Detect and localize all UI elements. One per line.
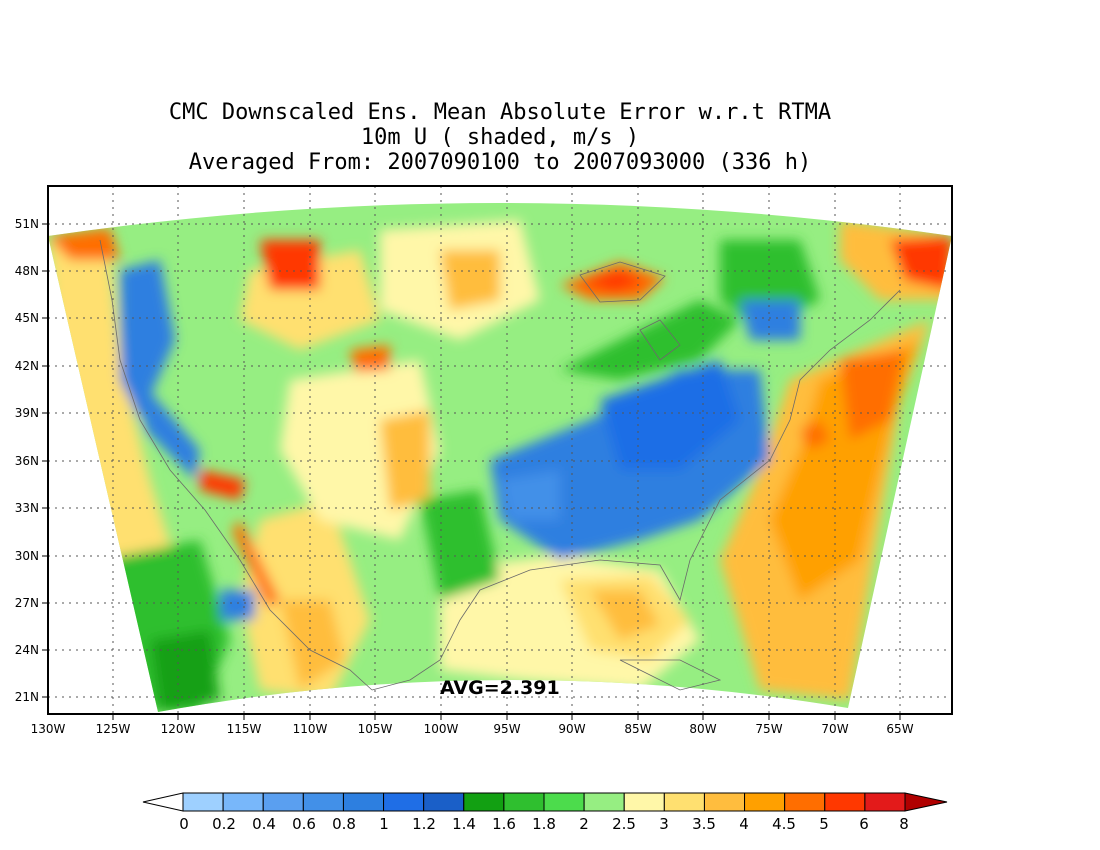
colorbar-box (543, 792, 585, 812)
lat-label: 36N (15, 454, 39, 468)
lon-label: 110W (293, 722, 328, 736)
colorbar-box (663, 792, 705, 812)
colorbar-label: 0.6 (292, 815, 316, 833)
colorbar-box (864, 792, 906, 812)
lon-label: 120W (161, 722, 196, 736)
colorbar-label: 1 (379, 815, 389, 833)
colorbar-box (463, 792, 505, 812)
lon-label: 90W (558, 722, 585, 736)
lon-label: 70W (821, 722, 848, 736)
lat-label: 39N (15, 406, 39, 420)
colorbar-box (302, 792, 344, 812)
colorbar-box (423, 792, 465, 812)
coastlines (99, 239, 901, 691)
title-line-3: Averaged From: 2007090100 to 2007093000 … (188, 150, 812, 175)
colorbar-box (342, 792, 385, 812)
colorbar-box (222, 792, 264, 812)
colorbar-label: 8 (899, 815, 909, 833)
map-frame (47, 185, 953, 715)
title-line-2: 10m U ( shaded, m/s ) (360, 125, 640, 150)
colorbar-box (583, 792, 625, 812)
colorbar-label: 3 (659, 815, 669, 833)
lat-label: 33N (15, 501, 39, 515)
lat-axis: 51N 48N 45N 42N 39N 36N 33N 30N 27N 24N … (15, 217, 48, 704)
colorbar-over-arrow (904, 792, 948, 812)
colorbar-label: 3.5 (692, 815, 716, 833)
lat-label: 45N (15, 311, 39, 325)
colorbar-label: 4 (739, 815, 749, 833)
map-title: CMC Downscaled Ens. Mean Absolute Error … (0, 100, 1000, 175)
colorbar-box (262, 792, 304, 812)
lon-axis: 130W 125W 120W 115W 110W 105W 100W 95W 9… (31, 714, 914, 736)
title-line-1: CMC Downscaled Ens. Mean Absolute Error … (168, 100, 832, 125)
lat-label: 42N (15, 359, 39, 373)
colorbar-label: 2 (579, 815, 589, 833)
colorbar-label: 0 (179, 815, 189, 833)
lon-label: 100W (424, 722, 459, 736)
lon-label: 65W (886, 722, 913, 736)
colorbar: 0 0.2 0.4 0.6 0.8 1 1.2 1.4 1.6 1.8 2 2.… (142, 792, 948, 833)
colorbar-label: 1.4 (452, 815, 476, 833)
colorbar-box (383, 792, 425, 812)
lon-label: 105W (358, 722, 393, 736)
lat-label: 21N (15, 690, 39, 704)
colorbar-box (744, 792, 786, 812)
lat-label: 48N (15, 264, 39, 278)
colorbar-label: 0.4 (252, 815, 276, 833)
colorbar-box (784, 792, 826, 812)
lon-label: 80W (689, 722, 716, 736)
average-label: AVG=2.391 (440, 677, 560, 699)
colorbar-box (703, 792, 746, 812)
lat-label: 51N (15, 217, 39, 231)
lon-label: 75W (755, 722, 782, 736)
colorbar-label: 5 (819, 815, 829, 833)
lon-label: 125W (96, 722, 131, 736)
lon-label: 85W (624, 722, 651, 736)
colorbar-label: 1.2 (412, 815, 436, 833)
colorbar-label: 4.5 (772, 815, 796, 833)
lon-label: 95W (493, 722, 520, 736)
lat-label: 30N (15, 549, 39, 563)
colorbar-label: 6 (859, 815, 869, 833)
lon-label: 115W (227, 722, 262, 736)
lon-label: 130W (31, 722, 66, 736)
colorbar-label: 1.6 (492, 815, 516, 833)
colorbar-label: 2.5 (612, 815, 636, 833)
colorbar-box (824, 792, 866, 812)
colorbar-box (623, 792, 665, 812)
lat-label: 24N (15, 643, 39, 657)
colorbar-label: 1.8 (532, 815, 556, 833)
colorbar-label: 0.8 (332, 815, 356, 833)
error-field (48, 203, 952, 712)
colorbar-box (182, 792, 224, 812)
colorbar-label: 0.2 (212, 815, 236, 833)
lat-label: 27N (15, 596, 39, 610)
colorbar-under-arrow (142, 792, 184, 812)
colorbar-box (503, 792, 545, 812)
